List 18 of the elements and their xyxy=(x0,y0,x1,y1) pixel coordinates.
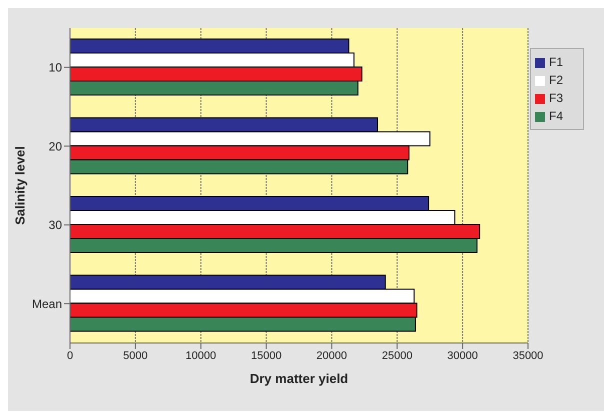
x-tick-label: 35000 xyxy=(512,350,544,362)
x-tick-label: 30000 xyxy=(447,350,478,362)
legend-label: F1 xyxy=(549,55,564,69)
legend-label: F4 xyxy=(549,109,564,123)
x-tick-label: 0 xyxy=(66,350,74,362)
y-tick-label: 20 xyxy=(48,139,62,154)
x-tick-label: 25000 xyxy=(382,350,412,362)
y-tick-label: 10 xyxy=(48,60,62,75)
x-tick-label: 15000 xyxy=(250,350,282,362)
x-axis-title: Dry matter yield xyxy=(250,371,348,386)
x-tick-label: 5000 xyxy=(123,350,148,362)
y-tick-label: 30 xyxy=(48,218,62,232)
x-tick-label: 10000 xyxy=(186,350,216,362)
x-tick-label: 20000 xyxy=(316,350,348,362)
y-tick-label: Mean xyxy=(32,296,62,311)
legend-label: F3 xyxy=(549,91,564,105)
y-axis-title: Salinity level xyxy=(12,146,28,225)
legend-label: F2 xyxy=(549,73,564,87)
